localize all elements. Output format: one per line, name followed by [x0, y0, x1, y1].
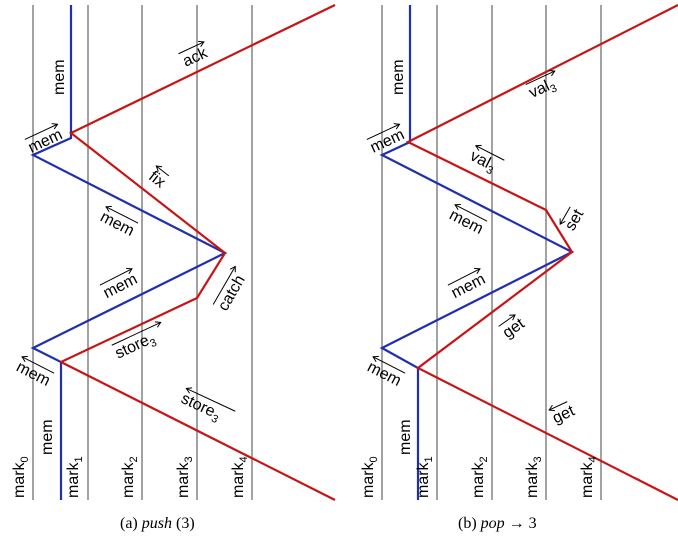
- column-label: mark4: [230, 456, 250, 498]
- edge-label: mem: [366, 123, 407, 157]
- edge-label: get: [498, 314, 528, 342]
- column-label: mark1: [415, 456, 435, 498]
- edge-label: catch: [212, 265, 249, 314]
- svg-text:mem: mem: [97, 209, 136, 240]
- column-label: mark2: [470, 456, 490, 498]
- edge-label: fix: [145, 165, 170, 191]
- column-label: mark0: [11, 456, 31, 498]
- panel-a: mark0 mark1 mark2 mark3 mark4 mem mem me…: [11, 4, 336, 532]
- edge-label: store3: [111, 321, 162, 362]
- svg-text:mem: mem: [446, 207, 485, 238]
- edge-label: mem: [446, 203, 488, 238]
- edge-label: mem: [97, 205, 139, 240]
- edge-label: mem: [24, 123, 65, 157]
- svg-text:mem: mem: [364, 359, 403, 390]
- thread-path: [58, 4, 336, 501]
- panel-caption: (b) pop → 3: [458, 515, 537, 532]
- mem-label: mem: [51, 59, 68, 95]
- mem-label: mem: [397, 419, 414, 455]
- column-label: mark2: [120, 456, 140, 498]
- column-label: mark3: [175, 456, 195, 498]
- mem-label: mem: [390, 59, 407, 95]
- svg-text:mem: mem: [26, 126, 65, 156]
- column-label: mark4: [579, 456, 599, 498]
- thread-path: [405, 4, 678, 501]
- mem-label: mem: [39, 419, 56, 455]
- svg-text:set: set: [562, 206, 588, 233]
- panel-caption: (a) push (3): [120, 515, 195, 532]
- edge-label: mem: [364, 355, 406, 390]
- svg-text:fix: fix: [145, 168, 168, 191]
- column-label: mark3: [524, 456, 544, 498]
- svg-text:store3: store3: [177, 390, 223, 426]
- edge-label: set: [559, 206, 588, 234]
- edge-label: mem: [13, 355, 55, 390]
- svg-text:get: get: [500, 315, 528, 342]
- svg-text:get: get: [550, 402, 578, 427]
- panel-b: mark0 mark1 mark2 mark3 mark4 mem mem me…: [360, 4, 678, 532]
- column-label: mark0: [360, 456, 380, 498]
- column-label: mark1: [65, 456, 85, 498]
- edge-label: get: [548, 401, 578, 427]
